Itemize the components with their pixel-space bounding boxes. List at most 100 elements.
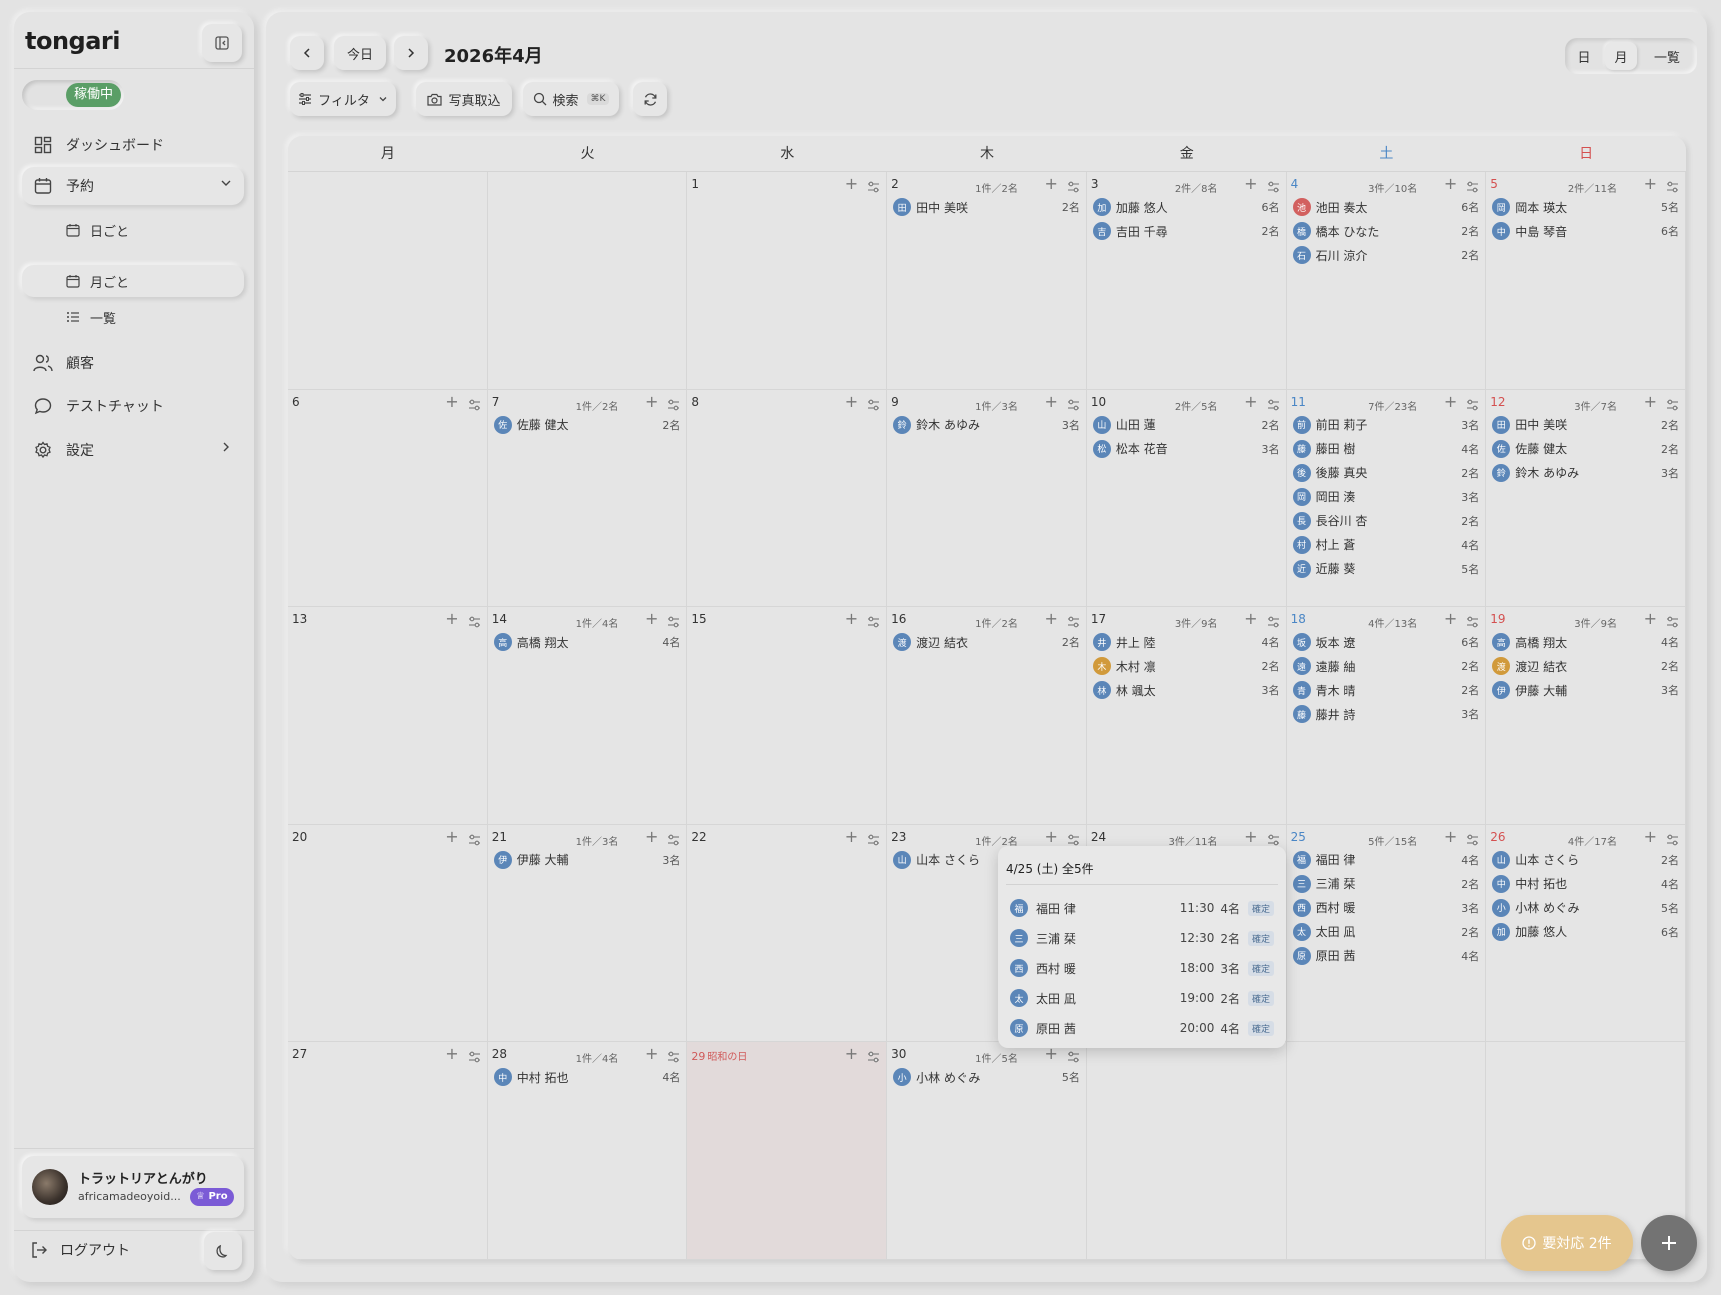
add-icon[interactable]: +	[1443, 391, 1458, 411]
day-cell[interactable]: 8 +	[687, 389, 888, 608]
reservation-item[interactable]: 西西村 暖 3名	[1292, 897, 1479, 919]
add-icon[interactable]: +	[844, 609, 859, 629]
sidebar-item-reservations[interactable]: 予約	[22, 167, 244, 205]
reservation-item[interactable]: 石石川 涼介 2名	[1292, 244, 1479, 266]
add-icon[interactable]: +	[844, 391, 859, 411]
view-list-button[interactable]: 一覧	[1653, 50, 1680, 66]
adjust-icon[interactable]	[1666, 396, 1679, 415]
day-cell[interactable]: 22 +	[687, 824, 888, 1043]
reservation-item[interactable]: 高高橋 翔太 4名	[1492, 631, 1679, 653]
reservation-item[interactable]: 長長谷川 杏 2名	[1292, 510, 1479, 532]
reservation-item[interactable]: 橋橋本 ひなた 2名	[1292, 220, 1479, 242]
adjust-icon[interactable]	[867, 396, 880, 415]
add-icon[interactable]: +	[844, 174, 859, 193]
reservation-item[interactable]: 鈴鈴木 あゆみ 3名	[1492, 462, 1679, 484]
adjust-icon[interactable]	[1466, 613, 1479, 632]
adjust-icon[interactable]	[1267, 396, 1280, 415]
sidebar-item-test-chat[interactable]: テストチャット	[22, 387, 244, 425]
reservation-item[interactable]: 松松本 花音 3名	[1092, 438, 1280, 460]
reservation-item[interactable]: 林林 颯太 3名	[1092, 679, 1280, 701]
day-cell[interactable]: 27 +	[288, 1042, 488, 1260]
sidebar-item-settings[interactable]: 設定	[22, 431, 244, 469]
adjust-icon[interactable]	[867, 178, 880, 197]
adjust-icon[interactable]	[1267, 613, 1280, 632]
day-cell[interactable]: 12 3件／7名 + 田田中 美咲 2名佐佐藤 健太 2名鈴鈴木 あゆみ 3名	[1486, 389, 1686, 608]
next-month-button[interactable]	[394, 36, 428, 70]
day-cell[interactable]: 2 1件／2名 + 田田中 美咲 2名	[887, 172, 1087, 390]
add-icon[interactable]: +	[1244, 826, 1258, 846]
day-cell[interactable]: 4 3件／10名 + 池池田 奏太 6名橋橋本 ひなた 2名石石川 涼介 2名	[1286, 172, 1487, 390]
sidebar-item-dashboard[interactable]: ダッシュボード	[22, 126, 244, 164]
reservation-item[interactable]: 木木村 凛 2名	[1092, 655, 1280, 677]
reservation-item[interactable]: 吉吉田 千尋 2名	[1092, 220, 1280, 242]
day-cell[interactable]: 17 3件／9名 + 井井上 陸 4名木木村 凛 2名林林 颯太 3名	[1086, 607, 1287, 825]
reservation-item[interactable]: 近近藤 葵 5名	[1292, 558, 1479, 580]
day-cell[interactable]: 20 +	[288, 824, 488, 1043]
day-cell[interactable]: 28 1件／4名 + 中中村 拓也 4名	[487, 1042, 688, 1260]
filter-button[interactable]: フィルタ	[290, 82, 396, 116]
reservation-item[interactable]: 井井上 陸 4名	[1092, 631, 1280, 653]
reservation-item[interactable]: 渡渡辺 結衣 2名	[893, 631, 1080, 653]
day-cell[interactable]: 15 +	[687, 607, 888, 825]
prev-month-button[interactable]	[290, 36, 324, 70]
adjust-icon[interactable]	[468, 396, 481, 415]
action-required-button[interactable]: 要対応 2件	[1501, 1215, 1633, 1271]
add-icon[interactable]: +	[1443, 609, 1458, 629]
adjust-icon[interactable]	[1067, 1048, 1080, 1067]
day-cell[interactable]: 5 2件／11名 + 岡岡本 瑛太 5名中中島 琴音 6名	[1486, 172, 1686, 390]
add-icon[interactable]: +	[1044, 391, 1058, 411]
reservation-item[interactable]: 藤藤田 樹 4名	[1292, 438, 1479, 460]
reservation-item[interactable]: 伊伊藤 大輔 3名	[1492, 679, 1679, 701]
add-icon[interactable]: +	[645, 1044, 659, 1064]
adjust-icon[interactable]	[468, 831, 481, 850]
reservation-item[interactable]: 伊伊藤 大輔 3名	[493, 849, 680, 871]
today-button[interactable]: 今日	[334, 36, 386, 70]
reservation-item[interactable]: 坂坂本 遼 6名	[1292, 631, 1479, 653]
day-cell[interactable]: 9 1件／3名 + 鈴鈴木 あゆみ 3名	[887, 389, 1087, 608]
day-cell[interactable]: 1 +	[687, 172, 888, 390]
add-icon[interactable]: +	[645, 609, 659, 629]
reservation-item[interactable]: 小小林 めぐみ 5名	[893, 1066, 1080, 1088]
adjust-icon[interactable]	[1267, 178, 1280, 197]
reservation-item[interactable]: 小小林 めぐみ 5名	[1492, 897, 1679, 919]
adjust-icon[interactable]	[667, 831, 680, 850]
reservation-item[interactable]: 佐佐藤 健太 2名	[1492, 438, 1679, 460]
reservation-item[interactable]: 青青木 晴 2名	[1292, 679, 1479, 701]
adjust-icon[interactable]	[867, 1048, 880, 1067]
adjust-icon[interactable]	[1067, 613, 1080, 632]
user-card[interactable]: トラットリアとんがり africamadeoyoid... ♕ Pro	[22, 1156, 244, 1218]
adjust-icon[interactable]	[1067, 178, 1080, 197]
reservation-item[interactable]: 山山本 さくら 2名	[1492, 849, 1679, 871]
reservation-item[interactable]: 太太田 凪 2名	[1292, 921, 1479, 943]
adjust-icon[interactable]	[1666, 178, 1679, 197]
logout-button[interactable]: ログアウト	[30, 1240, 130, 1260]
sidebar-collapse-button[interactable]	[202, 24, 242, 62]
reservation-item[interactable]: 前前田 莉子 3名	[1292, 414, 1479, 436]
add-icon[interactable]: +	[1643, 391, 1657, 411]
reservation-item[interactable]: 中中村 拓也 4名	[1492, 873, 1679, 895]
add-icon[interactable]: +	[1244, 391, 1258, 411]
status-toggle[interactable]: 稼働中	[22, 80, 124, 110]
day-cell[interactable]: 21 1件／3名 + 伊伊藤 大輔 3名	[487, 824, 688, 1043]
reservation-item[interactable]: 遠遠藤 紬 2名	[1292, 655, 1479, 677]
day-cell[interactable]: 6 +	[288, 389, 488, 608]
add-icon[interactable]: +	[1643, 609, 1657, 629]
add-icon[interactable]: +	[645, 826, 659, 846]
reservation-item[interactable]: 渡渡辺 結衣 2名	[1492, 655, 1679, 677]
reservation-item[interactable]: 原原田 茜 4名	[1292, 945, 1479, 967]
day-cell[interactable]: 3 2件／8名 + 加加藤 悠人 6名吉吉田 千尋 2名	[1086, 172, 1287, 390]
day-cell[interactable]: 14 1件／4名 + 高高橋 翔太 4名	[487, 607, 688, 825]
reservation-item[interactable]: 田田中 美咲 2名	[893, 196, 1080, 218]
reservation-item[interactable]: 加加藤 悠人 6名	[1092, 196, 1280, 218]
adjust-icon[interactable]	[1067, 831, 1080, 850]
day-cell[interactable]: 30 1件／5名 + 小小林 めぐみ 5名	[887, 1042, 1087, 1260]
adjust-icon[interactable]	[667, 613, 680, 632]
day-cell[interactable]: 29 昭和の日 +	[687, 1042, 888, 1260]
sidebar-item-daily[interactable]: 日ごと	[22, 214, 244, 246]
theme-toggle-button[interactable]	[204, 1232, 242, 1270]
add-icon[interactable]: +	[844, 1044, 859, 1064]
reservation-item[interactable]: 岡岡本 瑛太 5名	[1492, 196, 1679, 218]
add-icon[interactable]: +	[445, 1044, 459, 1064]
popup-reservation-row[interactable]: 原原田 茜 20:00 4名 確定	[1010, 1016, 1274, 1040]
reservation-item[interactable]: 後後藤 真央 2名	[1292, 462, 1479, 484]
